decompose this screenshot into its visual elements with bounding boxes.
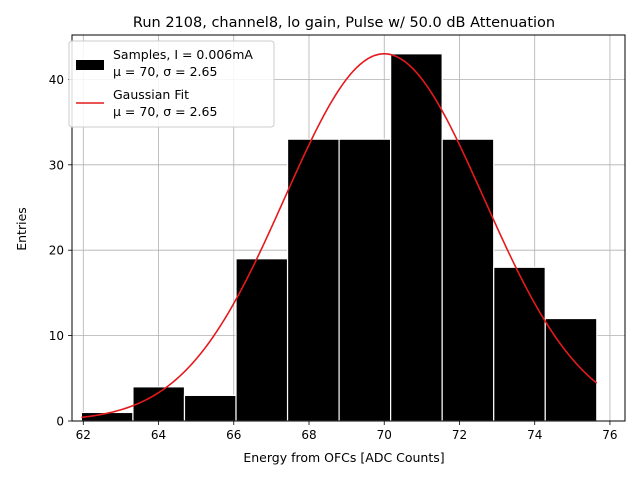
legend-samples-label: Samples, I = 0.006mA	[113, 47, 253, 62]
y-axis-ticks: 0 10 20 30 40	[49, 73, 72, 429]
x-tick-label: 76	[602, 428, 617, 442]
histogram-bar	[183, 394, 237, 422]
x-axis-ticks: 62 64 66 68 70 72 74 76	[76, 421, 618, 442]
histogram-bar	[493, 266, 546, 422]
plot-frame	[71, 34, 626, 422]
x-tick-label: 64	[151, 428, 166, 442]
x-tick-label: 70	[377, 428, 392, 442]
chart-title: Run 2108, channel8, lo gain, Pulse w/ 50…	[133, 15, 555, 31]
histogram-bars	[80, 53, 598, 422]
x-axis-label: Energy from OFCs [ADC Counts]	[243, 450, 444, 465]
y-tick-label: 40	[49, 73, 64, 87]
legend-box	[68, 40, 275, 128]
y-tick-label: 30	[49, 158, 64, 172]
histogram-bar	[441, 138, 495, 422]
x-tick-label: 62	[76, 428, 91, 442]
x-tick-label: 72	[452, 428, 467, 442]
legend-samples-swatch	[76, 60, 104, 70]
gaussian-fit-curve	[81, 53, 598, 419]
y-axis-label: Entries	[14, 207, 29, 251]
histogram-bar	[235, 258, 289, 422]
legend: Samples, I = 0.006mA μ = 70, σ = 2.65 Ga…	[68, 40, 275, 128]
histogram-bar	[286, 138, 340, 422]
y-tick-label: 20	[49, 244, 64, 258]
legend-fit-stats: μ = 70, σ = 2.65	[113, 104, 217, 119]
histogram-bar	[390, 53, 443, 422]
legend-fit-label: Gaussian Fit	[113, 87, 189, 102]
legend-samples-stats: μ = 70, σ = 2.65	[113, 64, 217, 79]
x-tick-label: 68	[301, 428, 316, 442]
x-tick-label: 74	[527, 428, 542, 442]
histogram-bar	[338, 138, 392, 422]
x-tick-label: 66	[226, 428, 241, 442]
y-tick-label: 10	[49, 329, 64, 343]
y-tick-label: 0	[56, 415, 64, 429]
